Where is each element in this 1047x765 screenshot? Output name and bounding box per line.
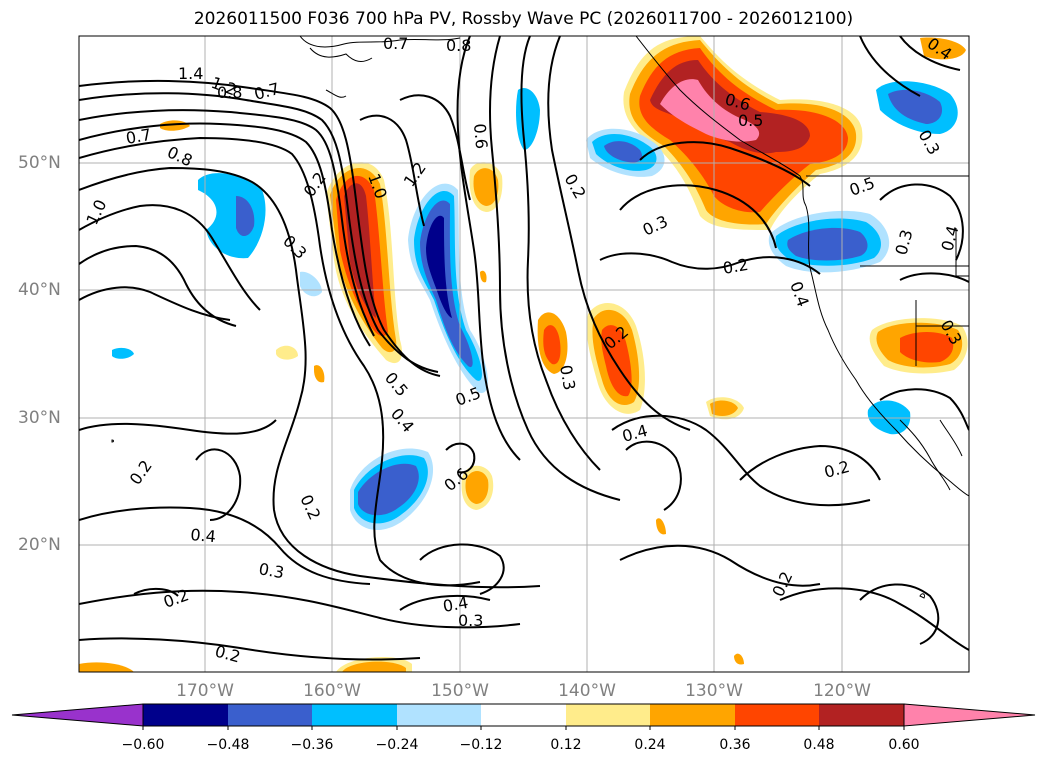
lat-label-20n: 20°N <box>18 535 61 555</box>
lat-label-40n: 40°N <box>18 280 61 300</box>
contour-label: 0.8 <box>217 83 242 102</box>
gridlines <box>79 36 969 672</box>
colorbar-tick-label: 0.60 <box>888 737 920 753</box>
lon-label-130w: 130°W <box>685 681 743 701</box>
lat-label-50n: 50°N <box>18 153 61 173</box>
colorbar-tick-label: 0.36 <box>719 737 751 753</box>
colorbar <box>11 703 1036 730</box>
contour-label: 0.3 <box>556 363 579 391</box>
contour-label: 0.4 <box>190 525 217 546</box>
colorbar-bin <box>228 704 312 726</box>
colorbar-tick-label: 0.24 <box>634 737 666 753</box>
contour-label: 0.3 <box>257 559 285 582</box>
lon-label-160w: 160°W <box>303 681 361 701</box>
lon-label-150w: 150°W <box>431 681 489 701</box>
colorbar-tick-label: 0.48 <box>803 737 835 753</box>
colorbar-bin <box>735 704 819 726</box>
map-frame <box>78 35 970 673</box>
colorbar-bin <box>397 704 481 726</box>
shaded-anomalies <box>79 36 968 672</box>
lon-label-120w: 120°W <box>813 681 871 701</box>
lon-label-140w: 140°W <box>558 681 616 701</box>
colorbar-tick-label: −0.48 <box>206 737 250 753</box>
colorbar-bin <box>819 704 904 726</box>
colorbar-max-extend <box>903 703 1036 727</box>
contour-label: 0.5 <box>738 111 763 130</box>
colorbar-tick-label: −0.60 <box>121 737 165 753</box>
colorbar-tick-label: −0.12 <box>459 737 503 753</box>
coastlines <box>111 36 969 599</box>
colorbar-bin <box>312 704 397 726</box>
contour-label: 0.7 <box>383 34 408 53</box>
contour-label: 0.4 <box>441 593 469 616</box>
colorbar-bin <box>143 704 228 726</box>
contour-label: 0.7 <box>124 125 152 148</box>
colorbar-tick-label: −0.24 <box>375 737 419 753</box>
colorbar-bin <box>566 704 650 726</box>
contour-label: 0.3 <box>458 611 483 630</box>
pv-contours <box>79 36 969 661</box>
contour-label: 0.2 <box>721 255 749 278</box>
colorbar-min-extend <box>11 703 144 727</box>
contour-label: 0.8 <box>446 36 471 55</box>
colorbar-tick-label: −0.36 <box>290 737 334 753</box>
colorbar-tick-label: 0.12 <box>550 737 582 753</box>
colorbar-bin <box>481 704 566 726</box>
contour-label: 1.4 <box>178 64 203 83</box>
map-title: 2026011500 F036 700 hPa PV, Rossby Wave … <box>193 9 854 29</box>
lon-label-170w: 170°W <box>176 681 234 701</box>
lat-label-30n: 30°N <box>18 408 61 428</box>
contour-label: 0.6 <box>470 123 491 150</box>
colorbar-bin <box>650 704 735 726</box>
